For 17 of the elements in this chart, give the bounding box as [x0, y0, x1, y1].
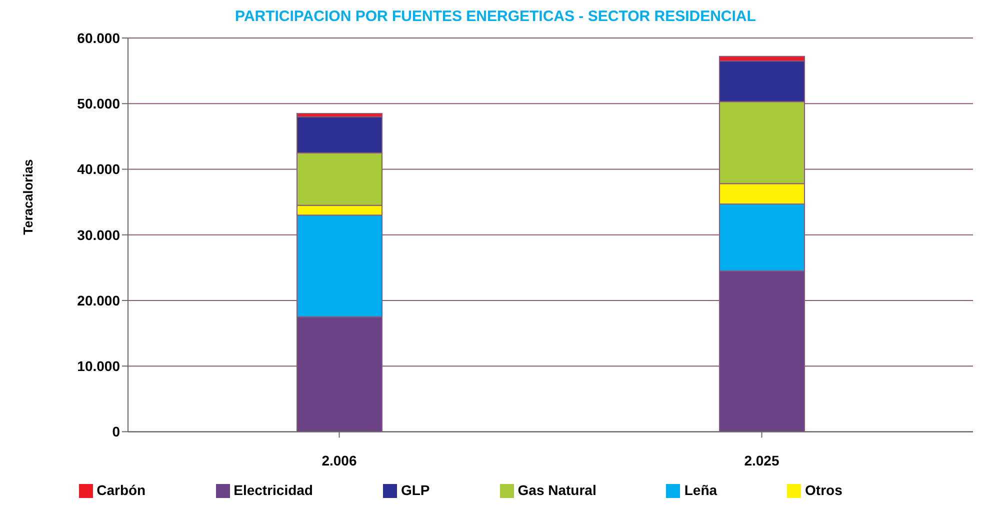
legend-label: Carbón	[96, 482, 146, 498]
legend-label: GLP	[400, 482, 430, 498]
x-tick-label: 2.025	[744, 452, 780, 469]
x-tick-label: 2.006	[322, 452, 357, 469]
y-tick-label: 20.000	[77, 292, 120, 308]
legend-label: Electricidad	[234, 482, 313, 498]
y-tick-label: 50.000	[77, 96, 120, 112]
y-tick-label: 30.000	[77, 226, 120, 243]
y-tick-label: 0	[112, 424, 120, 440]
legend-label: Gas Natural	[518, 482, 596, 498]
y-tick-label: 40.000	[77, 161, 120, 178]
y-tick-label: 10.000	[77, 358, 120, 374]
chart-title: PARTICIPACION POR FUENTES ENERGETICAS - SECTOR RESIDENCIAL	[234, 8, 757, 27]
y-axis-title: Teracalorias	[20, 159, 36, 235]
legend-label: Otros	[805, 482, 842, 498]
legend-label: Leña	[684, 482, 718, 498]
y-tick-label: 60.000	[77, 30, 120, 46]
